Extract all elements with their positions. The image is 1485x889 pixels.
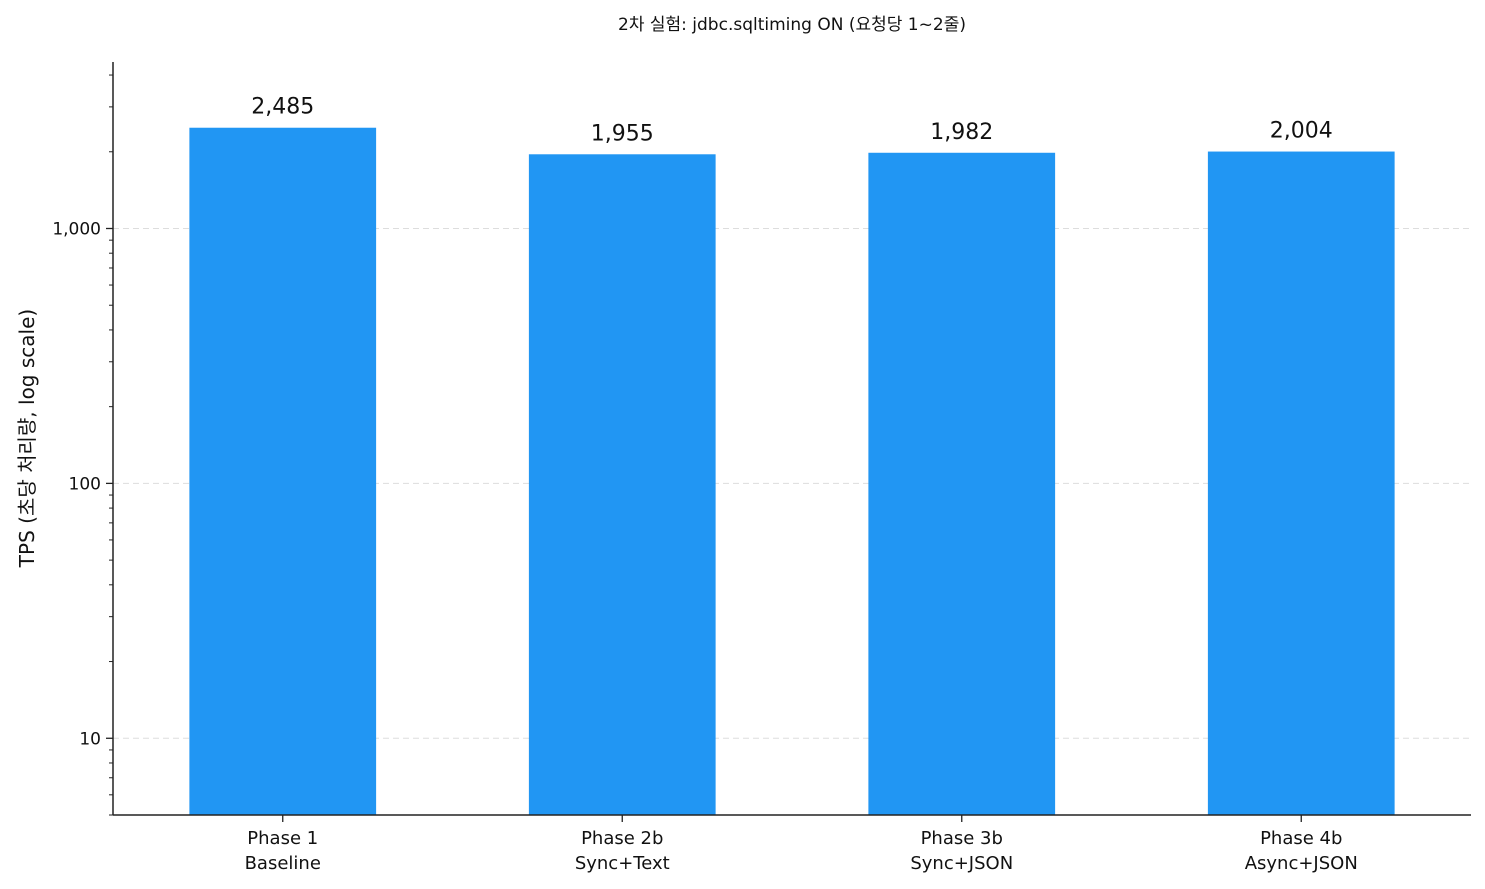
- x-tick-label-secondary: Sync+Text: [575, 853, 670, 874]
- bar: [1207, 151, 1395, 816]
- y-tick-label: 10: [79, 729, 101, 749]
- bar: [528, 154, 716, 815]
- data-label: 1,982: [930, 120, 993, 145]
- x-tick-label-secondary: Sync+JSON: [910, 853, 1013, 874]
- data-label: 2,004: [1270, 119, 1333, 144]
- data-label: 1,955: [591, 121, 654, 146]
- labels: 10 100 1,000 2,485 Phase 1 Baseline 1,955 Phase…: [52, 95, 1357, 874]
- x-tick-label-secondary: Async+JSON: [1245, 853, 1358, 874]
- x-tick-label: Phase 3b: [921, 828, 1003, 849]
- y-tick-label: 100: [69, 474, 101, 494]
- chart-title: 2차 실험: jdbc.sqltiming ON (요청당 1~2줄): [618, 15, 966, 35]
- x-tick-label: Phase 2b: [581, 828, 663, 849]
- y-tick-label: 1,000: [52, 219, 101, 239]
- x-tick-label: Phase 1: [247, 828, 318, 849]
- bar: [868, 152, 1056, 815]
- y-ticks: [106, 74, 1302, 822]
- y-axis-label: TPS (초당 처리량, log scale): [15, 309, 39, 568]
- x-tick-label: Phase 4b: [1260, 828, 1342, 849]
- axes: [112, 62, 1471, 816]
- x-tick-label-secondary: Baseline: [245, 853, 321, 874]
- data-label: 2,485: [251, 95, 314, 120]
- bar: [189, 127, 377, 815]
- bars: [189, 127, 1395, 816]
